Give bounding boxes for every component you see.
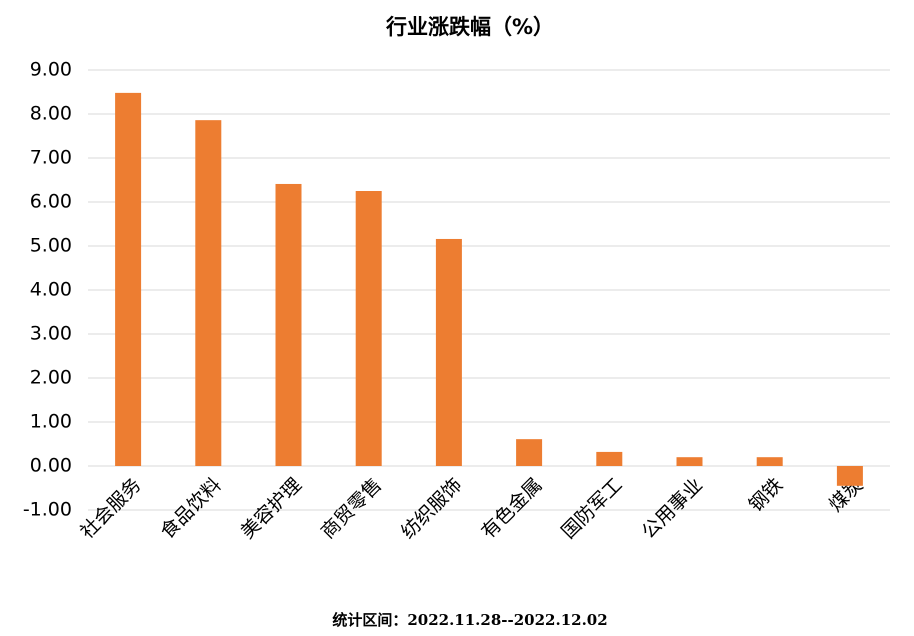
y-tick-label: 8.00 xyxy=(30,103,72,125)
bar xyxy=(115,92,142,466)
chart-title: 行业涨跌幅（%） xyxy=(385,15,554,39)
y-tick-label: -1.00 xyxy=(23,499,72,521)
bar xyxy=(195,120,222,466)
bar xyxy=(836,466,863,486)
x-tick-label: 纺织服饰 xyxy=(397,474,466,543)
bar xyxy=(516,439,543,466)
bar xyxy=(435,238,462,466)
footnote: 统计区间：2022.11.28--2022.12.02 xyxy=(332,611,607,629)
x-tick-label: 商贸零售 xyxy=(317,474,386,543)
bar xyxy=(756,457,783,466)
y-tick-label: 7.00 xyxy=(30,147,72,169)
y-tick-label: 4.00 xyxy=(30,279,72,301)
y-tick-label: 0.00 xyxy=(30,455,72,477)
x-tick-label: 有色金属 xyxy=(477,474,546,543)
y-tick-label: 6.00 xyxy=(30,191,72,213)
bar xyxy=(596,451,623,466)
x-tick-label: 公用事业 xyxy=(638,474,707,543)
y-tick-label: 2.00 xyxy=(30,367,72,389)
x-tick-label: 社会服务 xyxy=(76,474,145,543)
y-tick-label: 3.00 xyxy=(30,323,72,345)
y-tick-label: 1.00 xyxy=(30,411,72,433)
bar xyxy=(275,183,302,466)
x-tick-label: 国防军工 xyxy=(557,474,626,543)
y-tick-label: 9.00 xyxy=(30,59,72,81)
bar xyxy=(676,457,703,466)
x-tick-label: 美容护理 xyxy=(237,474,306,543)
bar xyxy=(355,191,382,466)
y-tick-label: 5.00 xyxy=(30,235,72,257)
x-tick-label: 食品饮料 xyxy=(156,474,225,543)
